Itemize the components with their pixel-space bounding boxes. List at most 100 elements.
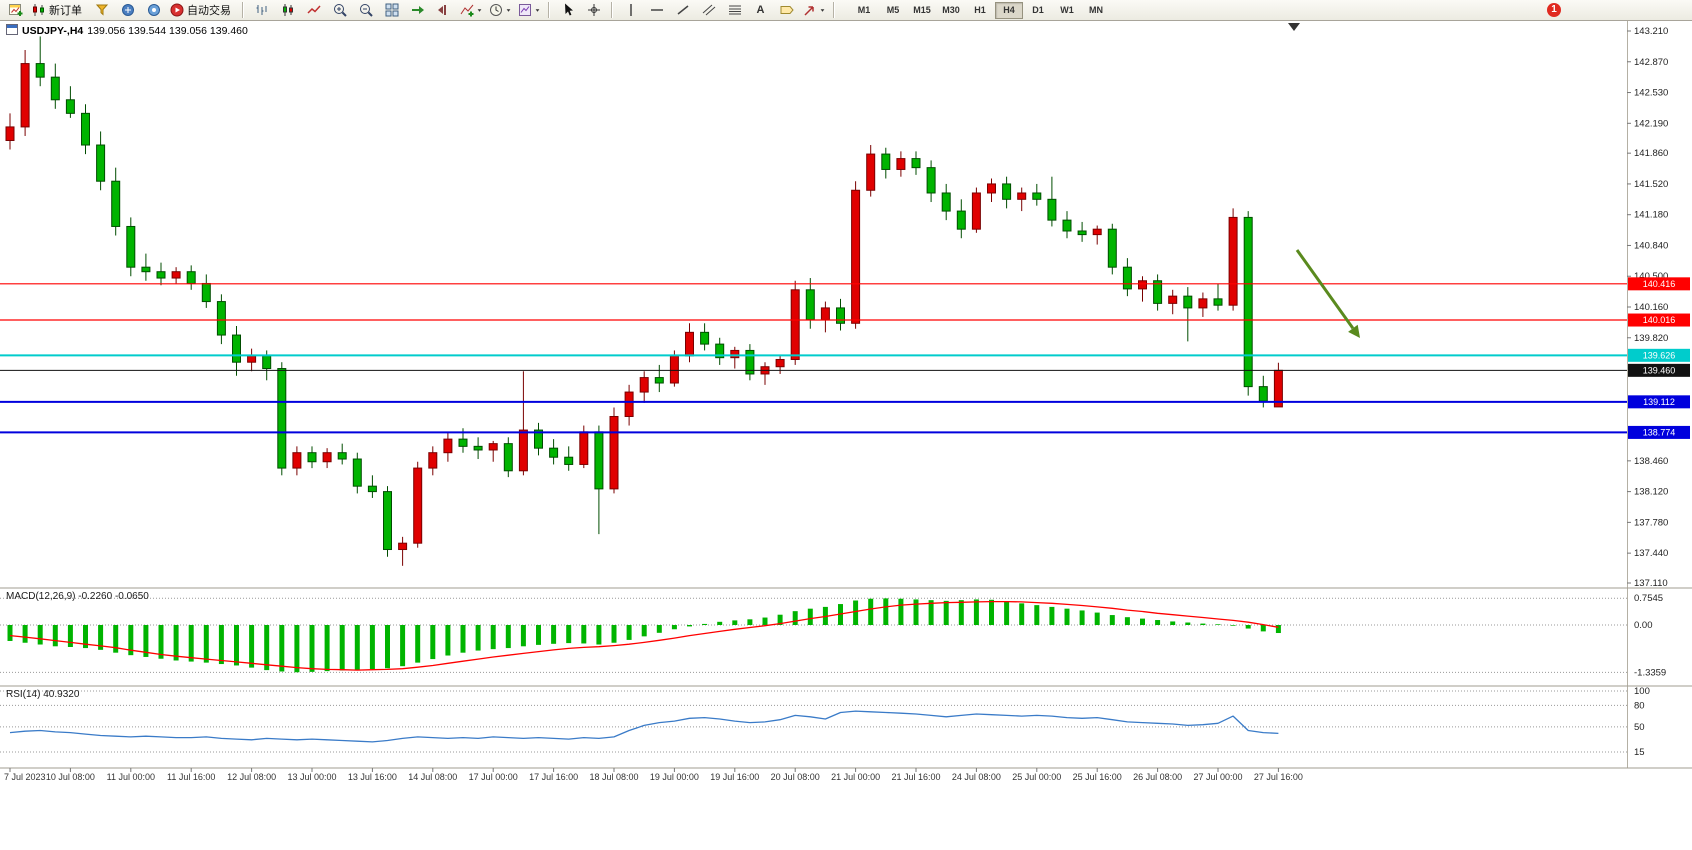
market-watch-icon bbox=[120, 2, 136, 18]
crosshair-button[interactable] bbox=[581, 0, 606, 21]
timeframe-button-h4[interactable]: H4 bbox=[995, 1, 1023, 19]
market-watch-button[interactable] bbox=[115, 0, 140, 21]
macd-panel: 0.7545 0.00 -1.3359 bbox=[0, 593, 1666, 678]
svg-text:80: 80 bbox=[1634, 700, 1645, 711]
tile-windows-button[interactable] bbox=[379, 0, 404, 21]
text-icon: A bbox=[756, 4, 765, 16]
time-axis[interactable]: 7 Jul 2023 10 Jul 08:00 11 Jul 00:00 11 Jul… bbox=[4, 768, 1303, 782]
svg-text:21 Jul 00:00: 21 Jul 00:00 bbox=[831, 772, 880, 782]
svg-text:140.500: 140.500 bbox=[1634, 271, 1668, 282]
metaeditor-button[interactable] bbox=[89, 0, 114, 21]
svg-text:139.460: 139.460 bbox=[1643, 366, 1676, 376]
channel-tool-button[interactable] bbox=[696, 0, 721, 21]
chevron-down-icon bbox=[533, 8, 541, 13]
symbol-label: USDJPY-,H4 bbox=[22, 25, 84, 37]
svg-text:26 Jul 08:00: 26 Jul 08:00 bbox=[1133, 772, 1182, 782]
timeframe-button-m15[interactable]: M15 bbox=[913, 4, 931, 15]
svg-text:11 Jul 16:00: 11 Jul 16:00 bbox=[167, 772, 215, 782]
arrows-tool-button[interactable] bbox=[800, 0, 828, 21]
fibonacci-icon bbox=[727, 2, 743, 18]
quote-ohlc-label: 139.056 139.544 139.056 139.460 bbox=[87, 25, 248, 37]
cursor-button[interactable] bbox=[555, 0, 580, 21]
cursor-icon bbox=[560, 2, 576, 18]
svg-text:17 Jul 00:00: 17 Jul 00:00 bbox=[469, 772, 518, 782]
zoom-in-button[interactable] bbox=[327, 0, 352, 21]
price-axis[interactable]: 143.210 142.870 142.530 142.190 141.860 141.5… bbox=[1627, 21, 1690, 768]
svg-text:141.180: 141.180 bbox=[1634, 210, 1668, 221]
rsi-indicator-label: RSI(14) 40.9320 bbox=[6, 689, 80, 700]
navigator-icon bbox=[146, 2, 162, 18]
auto-scroll-icon bbox=[410, 2, 426, 18]
trendline-icon bbox=[675, 2, 691, 18]
svg-text:137.440: 137.440 bbox=[1634, 548, 1668, 559]
svg-text:11 Jul 00:00: 11 Jul 00:00 bbox=[107, 772, 155, 782]
svg-text:137.780: 137.780 bbox=[1634, 517, 1668, 528]
templates-button[interactable] bbox=[515, 0, 543, 21]
periods-button[interactable] bbox=[486, 0, 514, 21]
toolbar-separator bbox=[548, 2, 550, 18]
annotation-arrow[interactable] bbox=[1295, 249, 1360, 338]
text-label-tool-button[interactable] bbox=[774, 0, 799, 21]
timeframe-button-mn[interactable]: MN bbox=[1089, 4, 1103, 15]
svg-text:13 Jul 16:00: 13 Jul 16:00 bbox=[348, 772, 397, 782]
trendline-tool-button[interactable] bbox=[670, 0, 695, 21]
auto-trading-button[interactable]: 自动交易 bbox=[167, 0, 237, 21]
zoom-in-icon bbox=[332, 2, 348, 18]
svg-text:19 Jul 16:00: 19 Jul 16:00 bbox=[710, 772, 759, 782]
svg-text:141.520: 141.520 bbox=[1634, 179, 1668, 190]
new-order-button[interactable]: 新订单 bbox=[29, 0, 88, 21]
indicators-button[interactable] bbox=[457, 0, 485, 21]
timeframe-button-m5[interactable]: M5 bbox=[886, 4, 900, 15]
candlestick-chart-button[interactable] bbox=[275, 0, 300, 21]
auto-scroll-button[interactable] bbox=[405, 0, 430, 21]
chart-shift-button[interactable] bbox=[431, 0, 456, 21]
chart-shift-marker[interactable] bbox=[1288, 23, 1300, 31]
channel-icon bbox=[701, 2, 717, 18]
fibonacci-tool-button[interactable] bbox=[722, 0, 747, 21]
text-tool-button[interactable]: A bbox=[748, 0, 773, 21]
svg-text:27 Jul 00:00: 27 Jul 00:00 bbox=[1193, 772, 1242, 782]
svg-text:20 Jul 08:00: 20 Jul 08:00 bbox=[771, 772, 820, 782]
vertical-line-tool-button[interactable] bbox=[618, 0, 643, 21]
timeframe-button-m30[interactable]: M30 bbox=[942, 4, 960, 15]
vertical-line-icon bbox=[623, 2, 639, 18]
chart-shift-icon bbox=[436, 2, 452, 18]
timeframe-button-h1[interactable]: H1 bbox=[974, 4, 986, 15]
svg-text:100: 100 bbox=[1634, 686, 1650, 697]
macd-indicator-label: MACD(12,26,9) -0.2260 -0.0650 bbox=[6, 591, 149, 602]
hlines-layer[interactable] bbox=[0, 283, 1627, 434]
toolbar-separator bbox=[242, 2, 244, 18]
svg-text:142.530: 142.530 bbox=[1634, 88, 1668, 99]
svg-text:138.120: 138.120 bbox=[1634, 487, 1668, 498]
toolbar-separator bbox=[833, 2, 835, 18]
svg-text:50: 50 bbox=[1634, 722, 1645, 733]
new-order-label: 新订单 bbox=[49, 5, 82, 17]
navigator-button[interactable] bbox=[141, 0, 166, 21]
zoom-out-button[interactable] bbox=[353, 0, 378, 21]
timeframe-button-m1[interactable]: M1 bbox=[857, 4, 871, 15]
toolbar-separator bbox=[611, 2, 613, 18]
new-chart-button[interactable] bbox=[3, 0, 28, 21]
line-chart-button[interactable] bbox=[301, 0, 326, 21]
notification-badge[interactable]: 1 bbox=[1547, 3, 1561, 17]
svg-text:10 Jul 08:00: 10 Jul 08:00 bbox=[46, 772, 95, 782]
horizontal-line-tool-button[interactable] bbox=[644, 0, 669, 21]
indicators-icon bbox=[459, 2, 475, 18]
zoom-out-icon bbox=[358, 2, 374, 18]
timeframe-button-d1[interactable]: D1 bbox=[1032, 4, 1044, 15]
auto-trading-label: 自动交易 bbox=[187, 5, 231, 17]
svg-text:140.840: 140.840 bbox=[1634, 240, 1668, 251]
svg-text:19 Jul 00:00: 19 Jul 00:00 bbox=[650, 772, 699, 782]
svg-text:140.016: 140.016 bbox=[1643, 315, 1676, 325]
timeframe-button-w1[interactable]: W1 bbox=[1060, 4, 1074, 15]
svg-text:24 Jul 08:00: 24 Jul 08:00 bbox=[952, 772, 1001, 782]
bar-chart-button[interactable] bbox=[249, 0, 274, 21]
svg-text:17 Jul 16:00: 17 Jul 16:00 bbox=[529, 772, 578, 782]
timeframe-bar: M1 M5 M15 M30 H1 H4 D1 W1 MN bbox=[850, 1, 1110, 19]
templates-icon bbox=[517, 2, 533, 18]
svg-text:143.210: 143.210 bbox=[1634, 26, 1668, 37]
chart-window-icon bbox=[6, 24, 18, 38]
svg-text:13 Jul 00:00: 13 Jul 00:00 bbox=[287, 772, 336, 782]
svg-text:138.460: 138.460 bbox=[1634, 456, 1668, 467]
